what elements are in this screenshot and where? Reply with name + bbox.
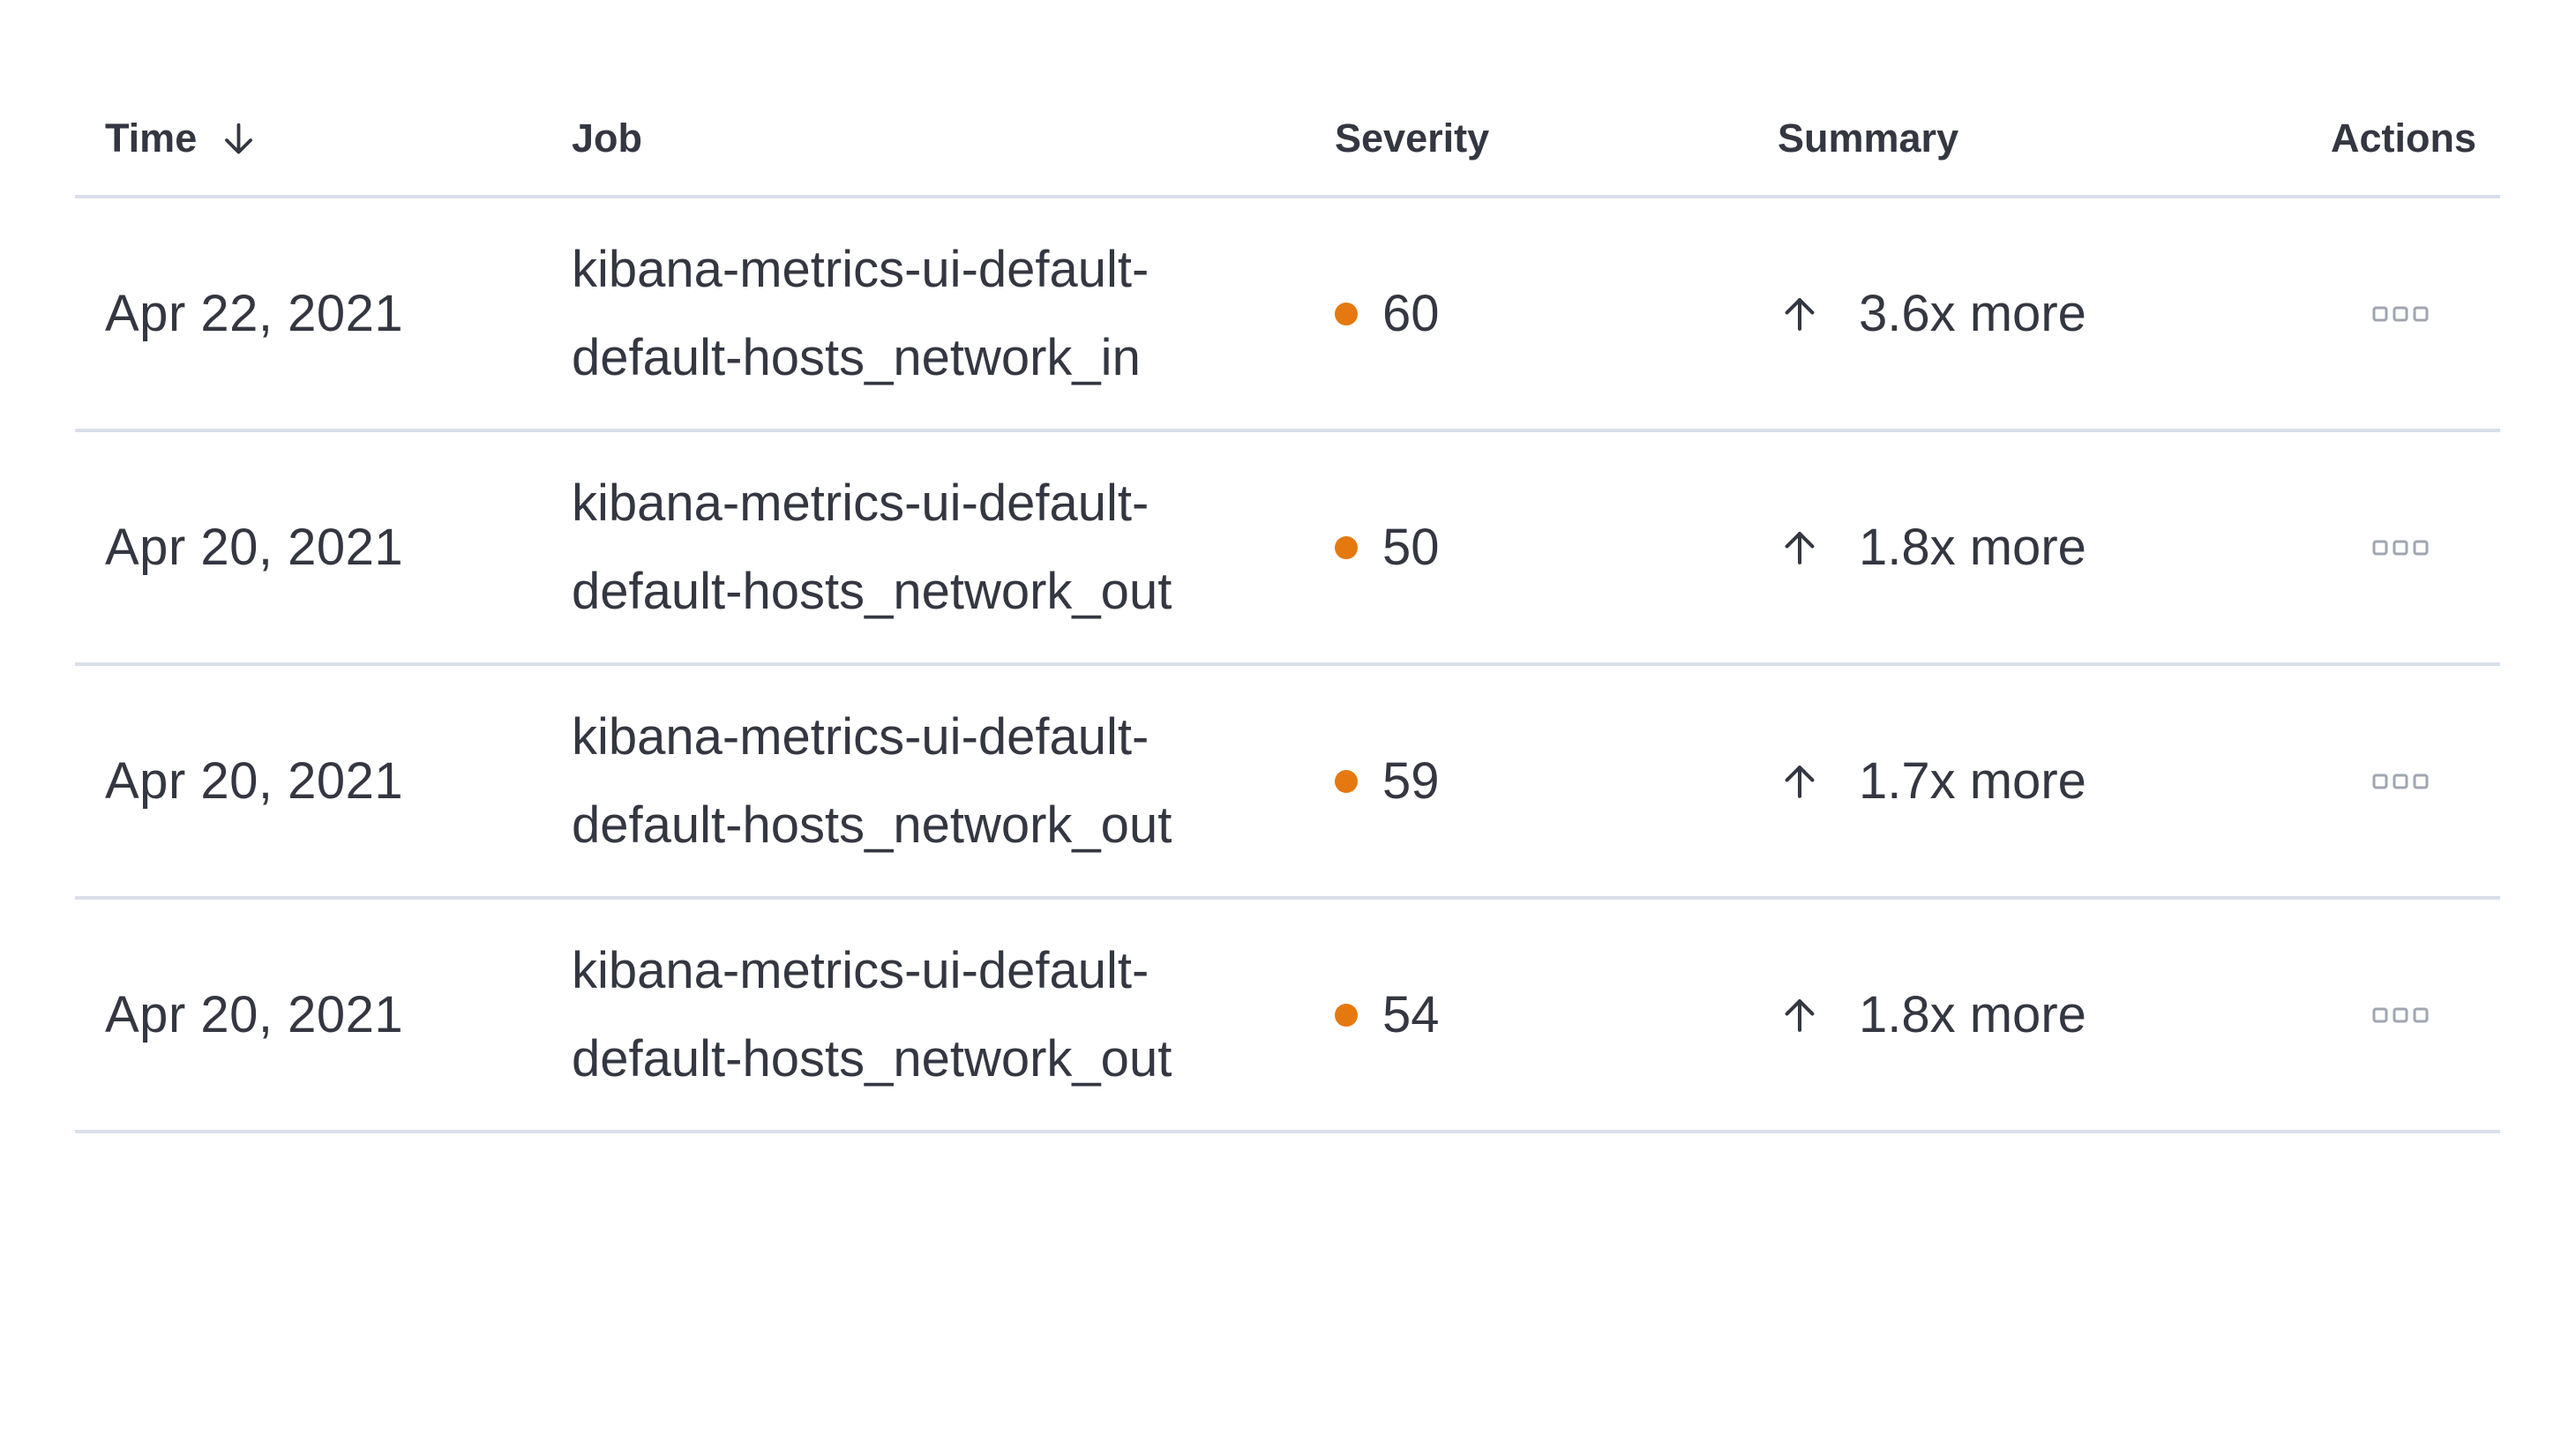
time-cell: Apr 22, 2021 — [105, 284, 404, 342]
severity-cell: 60 — [1305, 198, 1748, 429]
severity-cell: 50 — [1305, 432, 1748, 662]
job-cell: kibana-metrics-ui-default-default-hosts_… — [542, 666, 1305, 896]
summary-text: 3.6x more — [1859, 284, 2086, 342]
column-header-actions: Actions — [2301, 0, 2500, 195]
table-row: Apr 20, 2021 kibana-metrics-ui-default-d… — [75, 432, 2500, 666]
summary-cell: 1.8x more — [1748, 432, 2301, 662]
severity-value: 59 — [1382, 751, 1440, 810]
summary-text: 1.7x more — [1859, 751, 2086, 810]
summary-text: 1.8x more — [1859, 518, 2086, 576]
job-cell: kibana-metrics-ui-default-default-hosts_… — [542, 198, 1305, 429]
table-row: Apr 20, 2021 kibana-metrics-ui-default-d… — [75, 666, 2500, 900]
job-id: kibana-metrics-ui-default-default-hosts_… — [572, 240, 1149, 386]
column-header-time: Time — [75, 0, 542, 195]
job-cell: kibana-metrics-ui-default-default-hosts_… — [542, 900, 1305, 1130]
job-id: kibana-metrics-ui-default-default-hosts_… — [572, 707, 1172, 854]
time-cell: Apr 20, 2021 — [105, 518, 404, 576]
sort-by-time-button[interactable]: Time — [105, 116, 259, 161]
table-header-row: Time Job Severity Summary Actions — [75, 0, 2500, 198]
severity-dot-icon — [1335, 1003, 1358, 1027]
arrow-up-icon — [1785, 297, 1815, 331]
column-header-job: Job — [542, 0, 1305, 195]
job-id: kibana-metrics-ui-default-default-hosts_… — [572, 941, 1172, 1087]
time-header-label: Time — [105, 116, 198, 161]
actions-cell — [2301, 900, 2500, 1130]
time-cell: Apr 20, 2021 — [105, 751, 404, 810]
actions-cell — [2301, 432, 2500, 662]
sort-descending-icon — [225, 123, 253, 154]
summary-header-label: Summary — [1778, 116, 1959, 161]
boxes-horizontal-icon — [2372, 774, 2429, 789]
job-id: kibana-metrics-ui-default-default-hosts_… — [572, 474, 1172, 620]
severity-dot-icon — [1335, 535, 1358, 559]
boxes-horizontal-icon — [2372, 1007, 2429, 1022]
row-actions-button[interactable] — [2360, 294, 2441, 334]
time-cell: Apr 20, 2021 — [105, 985, 404, 1043]
arrow-up-icon — [1785, 998, 1815, 1032]
summary-cell: 1.8x more — [1748, 900, 2301, 1130]
boxes-horizontal-icon — [2372, 540, 2429, 555]
row-actions-button[interactable] — [2360, 761, 2441, 802]
severity-value: 60 — [1382, 284, 1440, 342]
table-row: Apr 20, 2021 kibana-metrics-ui-default-d… — [75, 900, 2500, 1133]
column-header-summary: Summary — [1748, 0, 2301, 195]
job-header-label: Job — [572, 116, 643, 161]
actions-cell — [2301, 666, 2500, 896]
summary-text: 1.8x more — [1859, 985, 2086, 1043]
job-cell: kibana-metrics-ui-default-default-hosts_… — [542, 432, 1305, 662]
arrow-up-icon — [1785, 765, 1815, 798]
column-header-severity: Severity — [1305, 0, 1748, 195]
summary-cell: 3.6x more — [1748, 198, 2301, 429]
arrow-up-icon — [1785, 531, 1815, 564]
severity-cell: 54 — [1305, 900, 1748, 1130]
severity-value: 50 — [1382, 518, 1440, 576]
anomalies-table: Time Job Severity Summary Actions Apr 22… — [75, 0, 2500, 1133]
row-actions-button[interactable] — [2360, 995, 2441, 1035]
severity-header-label: Severity — [1335, 116, 1490, 161]
severity-value: 54 — [1382, 985, 1440, 1043]
severity-cell: 59 — [1305, 666, 1748, 896]
table-row: Apr 22, 2021 kibana-metrics-ui-default-d… — [75, 198, 2500, 432]
actions-header-label: Actions — [2331, 116, 2477, 161]
boxes-horizontal-icon — [2372, 306, 2429, 321]
severity-dot-icon — [1335, 302, 1358, 325]
severity-dot-icon — [1335, 769, 1358, 793]
row-actions-button[interactable] — [2360, 527, 2441, 568]
actions-cell — [2301, 198, 2500, 429]
summary-cell: 1.7x more — [1748, 666, 2301, 896]
